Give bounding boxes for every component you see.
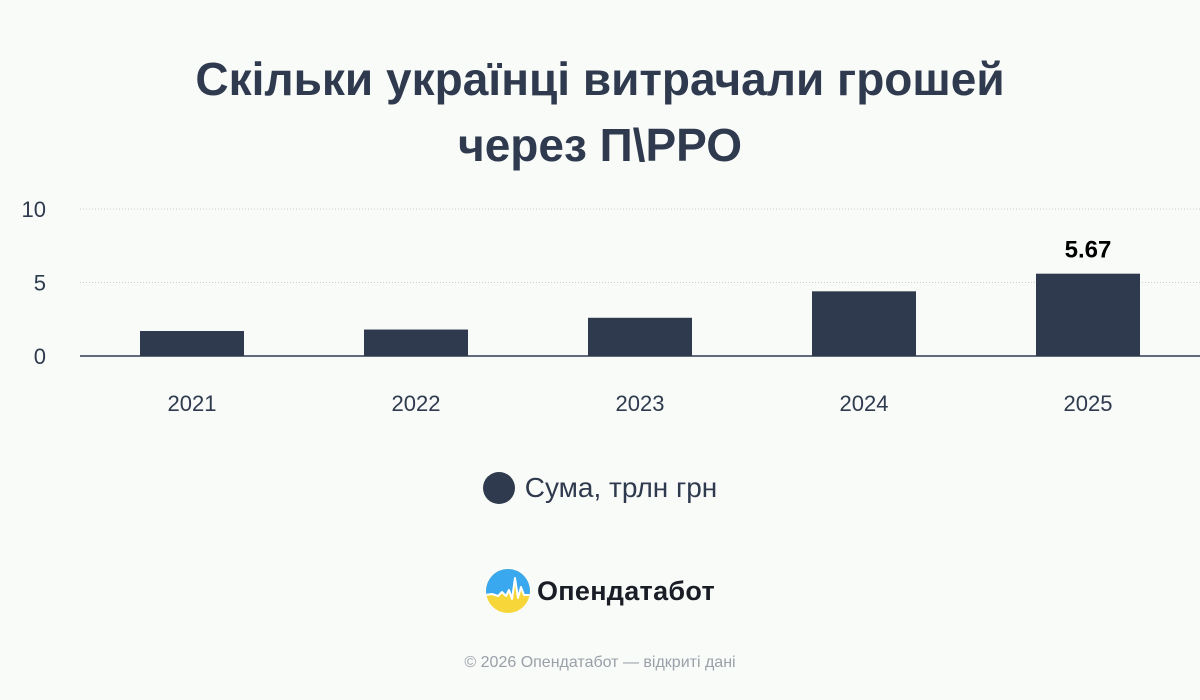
bar	[1036, 273, 1140, 356]
brand-logo: Опендатабот	[0, 568, 1200, 614]
legend-label: Сума, трлн грн	[524, 472, 718, 503]
x-tick-label: 2021	[168, 391, 217, 416]
bar	[364, 329, 468, 356]
bar	[812, 291, 916, 356]
data-label: 5.67	[1065, 237, 1112, 264]
logo-text: Опендатабот	[536, 575, 716, 606]
y-tick-label: 0	[34, 344, 46, 369]
x-tick-label: 2025	[1064, 391, 1113, 416]
bar	[588, 317, 692, 356]
bar	[140, 331, 244, 356]
chart-legend: Сума, трлн грн	[0, 472, 1200, 504]
x-tick-label: 2023	[616, 391, 665, 416]
bar-chart: 0 5 10 2021 2022 2023 2024 2025 5.67	[22, 197, 1200, 416]
x-tick-label: 2024	[840, 391, 889, 416]
chart-title: Скільки українці витрачали грошей через …	[0, 46, 1200, 178]
y-tick-label: 10	[22, 197, 46, 222]
x-tick-label: 2022	[392, 391, 441, 416]
footer-copyright: © 2026 Опендатабот — відкриті дані	[464, 654, 736, 671]
opendatabot-logo-icon	[485, 569, 530, 613]
legend-marker-icon	[482, 472, 515, 504]
y-tick-label: 5	[34, 271, 46, 296]
chart-title-line-2: через П\РРО	[458, 119, 742, 171]
chart-title-line-1: Скільки українці витрачали грошей	[195, 53, 1005, 105]
